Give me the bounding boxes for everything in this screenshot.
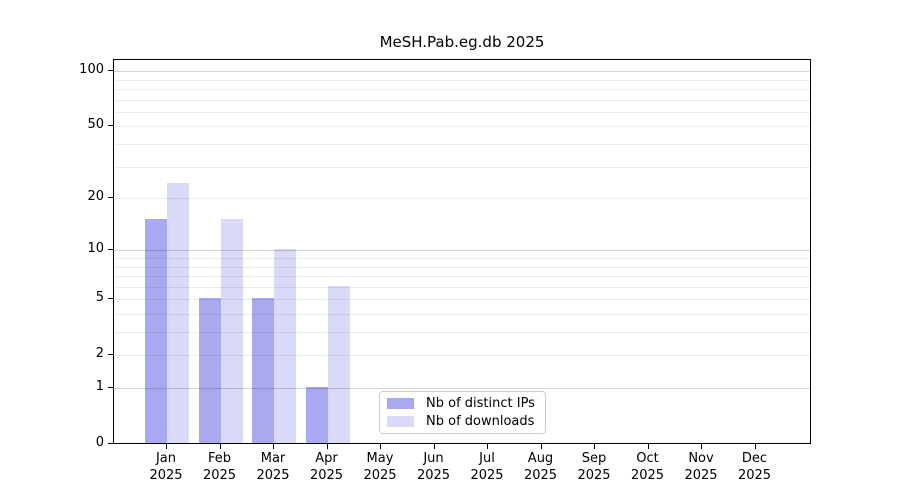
legend-label-downloads: Nb of downloads <box>426 414 535 429</box>
gridline-6 <box>114 286 810 288</box>
x-tick-label-jul: Jul 2025 <box>470 451 504 483</box>
x-tick-mark-feb <box>219 444 221 449</box>
x-tick-label-aug: Aug 2025 <box>523 451 558 483</box>
x-tick-label-oct: Oct 2025 <box>630 451 665 483</box>
bar-downloads-feb <box>220 219 243 443</box>
x-tick-mark-apr <box>326 444 328 449</box>
y-tick-mark-20 <box>108 197 113 199</box>
x-tick-mark-aug <box>540 444 542 449</box>
gridline-50 <box>114 126 810 128</box>
x-tick-mark-jan <box>166 444 167 449</box>
y-tick-label-20: 20 <box>87 189 104 205</box>
gridline-40 <box>114 144 810 145</box>
x-tick-label-apr: Apr 2025 <box>309 451 344 483</box>
legend-item-downloads: Nb of downloads <box>387 413 537 430</box>
gridline-7 <box>114 276 810 277</box>
gridline-9 <box>114 258 810 259</box>
bar-distinct-ips-mar <box>252 298 274 443</box>
x-tick-label-jun: Jun 2025 <box>416 451 451 483</box>
x-tick-mark-nov <box>701 444 702 449</box>
gridline-70 <box>114 99 810 101</box>
y-tick-label-2: 2 <box>95 346 104 362</box>
y-tick-label-5: 5 <box>95 290 104 306</box>
y-tick-mark-10 <box>108 249 113 251</box>
x-tick-mark-dec <box>754 444 756 449</box>
y-tick-label-0: 0 <box>95 435 104 450</box>
y-tick-label-100: 100 <box>79 62 104 78</box>
legend-swatch-distinct-ips <box>387 398 414 409</box>
x-tick-label-feb: Feb 2025 <box>202 451 237 483</box>
y-tick-mark-5 <box>108 298 113 300</box>
x-tick-mark-mar <box>273 444 274 449</box>
x-tick-label-jan: Jan 2025 <box>149 451 183 483</box>
bar-distinct-ips-apr <box>305 387 328 443</box>
y-tick-label-50: 50 <box>87 117 104 133</box>
gridline-10 <box>114 250 810 252</box>
y-tick-label-1: 1 <box>95 379 104 394</box>
bar-downloads-apr <box>327 285 350 443</box>
gridline-30 <box>114 166 810 168</box>
gridline-80 <box>114 89 810 90</box>
y-tick-mark-2 <box>108 354 113 356</box>
x-tick-mark-oct <box>647 444 649 449</box>
x-tick-label-sep: Sep 2025 <box>577 451 611 483</box>
legend: Nb of distinct IPs Nb of downloads <box>379 391 546 434</box>
legend-swatch-downloads <box>387 416 414 427</box>
legend-item-distinct-ips: Nb of distinct IPs <box>387 395 537 412</box>
chart-title: MeSH.Pab.eg.db 2025 <box>379 33 545 51</box>
bar-distinct-ips-jan <box>145 219 167 443</box>
plot-area: Nb of distinct IPs Nb of downloads <box>113 59 811 444</box>
bar-downloads-mar <box>274 249 296 443</box>
legend-label-distinct-ips: Nb of distinct IPs <box>426 396 535 411</box>
gridline-90 <box>114 79 810 81</box>
gridline-100 <box>114 71 810 73</box>
y-tick-mark-100 <box>108 70 113 72</box>
x-tick-label-nov: Nov 2025 <box>684 451 718 483</box>
gridline-20 <box>114 198 810 200</box>
y-tick-mark-0 <box>108 443 113 444</box>
x-tick-label-may: May 2025 <box>363 451 397 483</box>
y-tick-label-10: 10 <box>87 241 104 257</box>
y-tick-mark-50 <box>108 125 113 127</box>
bar-distinct-ips-feb <box>198 298 221 443</box>
x-tick-mark-jul <box>487 444 488 449</box>
gridline-8 <box>114 266 810 268</box>
x-tick-mark-jun <box>433 444 435 449</box>
x-tick-mark-sep <box>594 444 595 449</box>
y-tick-mark-1 <box>108 387 113 388</box>
x-tick-label-dec: Dec 2025 <box>737 451 772 483</box>
x-tick-label-mar: Mar 2025 <box>256 451 290 483</box>
bar-downloads-jan <box>167 183 189 443</box>
x-tick-mark-may <box>380 444 381 449</box>
gridline-60 <box>114 111 810 113</box>
